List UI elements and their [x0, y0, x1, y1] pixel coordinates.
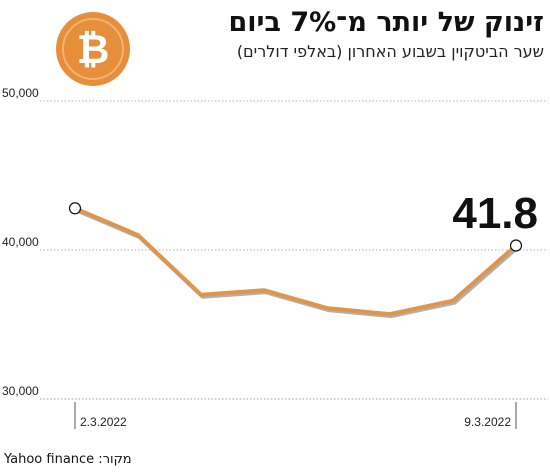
chart-subtitle: שער הביטקוין בשבוע האחרון (באלפי דולרים)	[236, 42, 544, 61]
bitcoin-symbol: ₿	[77, 27, 110, 73]
y-tick-label: 40,000	[2, 235, 39, 249]
end-point-marker	[509, 239, 523, 252]
source-note: Yahoo finance :מקור	[4, 452, 132, 467]
bitcoin-coin-icon: ₿	[56, 12, 130, 86]
y-tick-label: 50,000	[2, 86, 39, 100]
start-point-marker	[68, 202, 82, 215]
latest-value-callout: 41.8	[452, 189, 538, 238]
series-line	[73, 206, 518, 317]
chart-title: זינוק של יותר מ־7% ביום	[228, 7, 544, 38]
x-tick-label: 9.3.2022	[464, 415, 511, 429]
x-tick-label: 2.3.2022	[80, 415, 127, 429]
y-tick-label: 30,000	[2, 384, 39, 398]
